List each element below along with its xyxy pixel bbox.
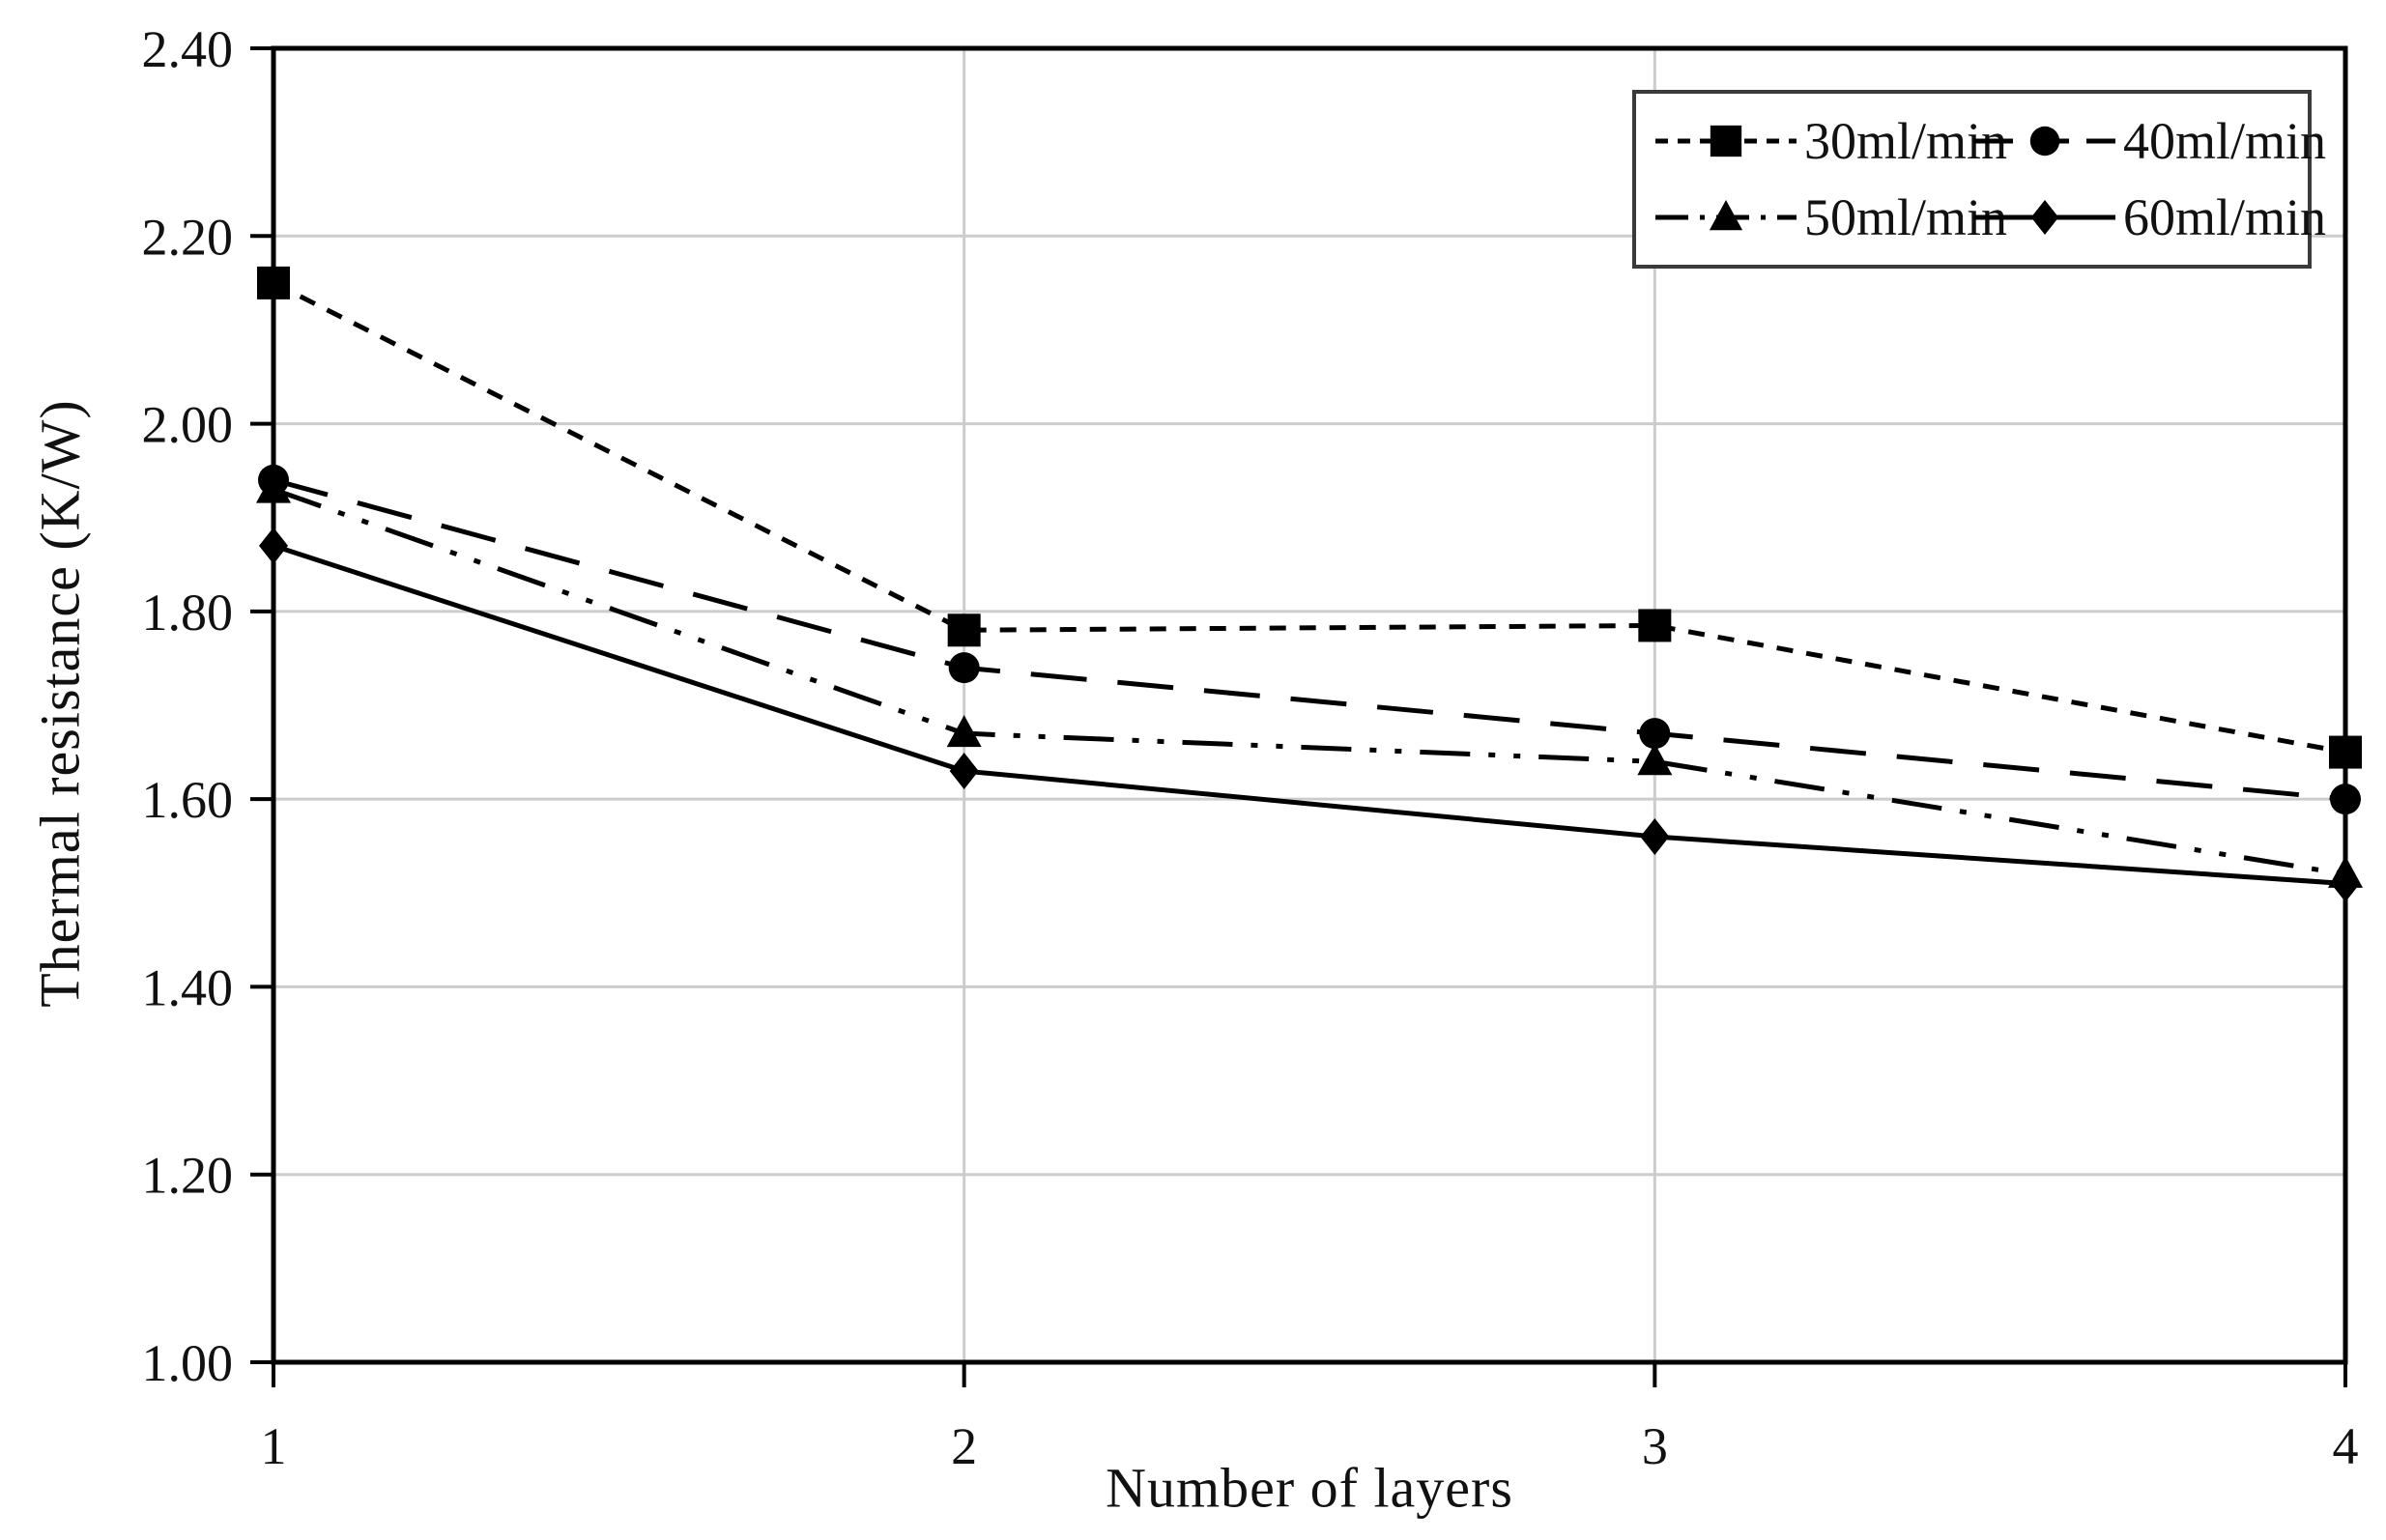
legend-item-40ml-min: 40ml/min [1972, 111, 2326, 171]
series-50ml-min [256, 471, 2363, 888]
square-marker [257, 266, 290, 299]
series-line [273, 477, 2346, 802]
legend-row: 30ml/min 40ml/min [1653, 111, 2326, 171]
series-line [273, 543, 2346, 887]
square-marker [947, 613, 981, 647]
triangle-marker [946, 715, 982, 748]
legend: 30ml/min 40ml/min 50ml/min 60ml/min [1632, 90, 2326, 269]
triangle-marker [1637, 743, 1673, 776]
diamond-marker [1640, 818, 1670, 855]
circle-marker [2029, 127, 2060, 157]
y-tick-label: 1.00 [142, 1334, 234, 1392]
legend-diamond-marker-icon [1974, 199, 2115, 235]
diamond-marker [259, 527, 288, 564]
circle-marker [948, 652, 980, 684]
legend-row: 50ml/min 60ml/min [1653, 187, 2326, 247]
x-tick-label: 3 [1642, 1417, 1668, 1475]
legend-circle-marker-icon [1974, 127, 2115, 157]
y-tick-label: 1.40 [142, 958, 234, 1016]
diamond-marker [2030, 199, 2059, 235]
x-axis-title: Number of layers [1106, 1456, 1513, 1520]
series-line [273, 487, 2346, 877]
square-marker [1710, 126, 1742, 157]
series-40ml-min [258, 464, 2361, 815]
legend-label: 50ml/min [1804, 187, 2008, 246]
legend-item-30ml-min: 30ml/min [1653, 111, 2007, 171]
legend-item-50ml-min: 50ml/min [1653, 187, 2007, 247]
plot-border [271, 45, 2348, 1365]
square-marker [1638, 609, 1672, 642]
x-tick-label: 2 [951, 1417, 977, 1475]
circle-marker [1639, 718, 1671, 750]
y-tick-label: 2.00 [142, 396, 234, 454]
legend-label: 30ml/min [1804, 112, 2008, 171]
square-marker [2329, 735, 2362, 769]
diamond-marker [949, 753, 979, 789]
triangle-marker [1709, 199, 1743, 231]
y-tick-label: 1.20 [142, 1147, 234, 1205]
triangle-marker [256, 471, 291, 503]
series-30ml-min [257, 266, 2362, 769]
y-tick-label: 2.20 [142, 208, 234, 266]
circle-marker [2330, 784, 2361, 815]
legend-label: 60ml/min [2123, 187, 2327, 246]
diamond-marker [2331, 865, 2360, 902]
legend-label: 40ml/min [2123, 112, 2327, 171]
x-tick-label: 4 [2333, 1417, 2359, 1475]
y-axis-title: Thermal resistance (K/W) [28, 399, 92, 1008]
series-60ml-min [259, 527, 2360, 902]
legend-triangle-marker-icon [1655, 199, 1797, 231]
y-tick-label: 1.80 [142, 584, 234, 642]
series-line [272, 280, 2346, 756]
x-tick-label: 1 [261, 1417, 287, 1475]
y-tick-label: 1.60 [142, 771, 234, 829]
legend-item-60ml-min: 60ml/min [1972, 187, 2326, 247]
y-tick-label: 2.40 [142, 20, 234, 78]
legend-square-marker-icon [1655, 126, 1797, 157]
